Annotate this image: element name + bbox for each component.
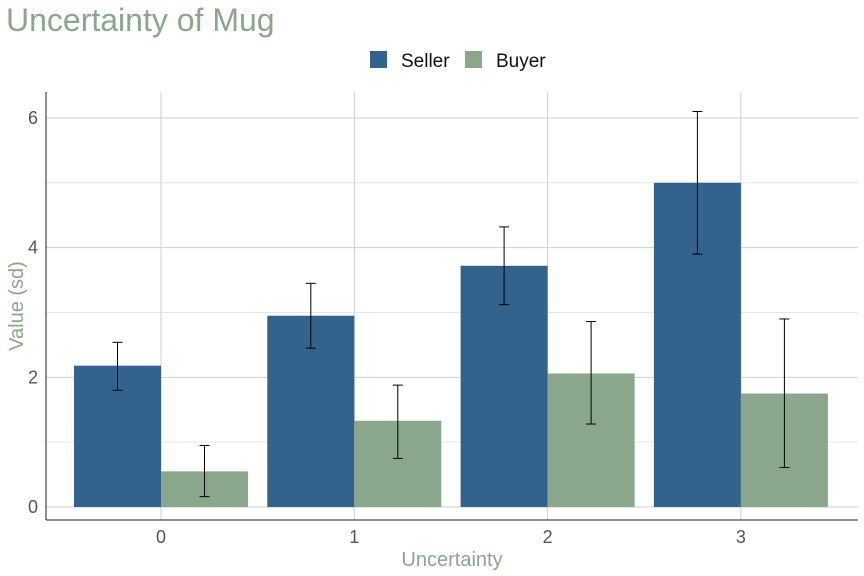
legend: Seller Buyer: [370, 51, 546, 72]
x-tick-label: 1: [349, 527, 359, 547]
error-bar-buyer-2: [586, 321, 597, 425]
x-axis-title: Uncertainty: [401, 549, 502, 571]
y-tick-label: 0: [28, 497, 38, 517]
x-tick-label: 2: [543, 527, 553, 547]
error-bar-seller-2: [499, 226, 510, 306]
y-tick-label: 2: [28, 367, 38, 387]
error-bar-seller-1: [305, 282, 316, 349]
y-axis-title: Value (sd): [6, 261, 28, 351]
legend-swatch-buyer: [465, 51, 482, 68]
bars: [74, 182, 828, 508]
error-bars: [112, 110, 790, 498]
error-bar-buyer-1: [392, 384, 403, 459]
chart-title: Uncertainty of Mug: [6, 2, 275, 38]
error-bar-seller-3: [692, 110, 703, 255]
error-bar-seller-0: [112, 341, 123, 391]
bar-seller-2: [460, 265, 548, 508]
legend-label-buyer: Buyer: [496, 51, 546, 72]
legend-swatch-seller: [370, 51, 387, 68]
axes: [45, 92, 858, 521]
x-tick-label: 0: [156, 527, 166, 547]
error-bar-buyer-0: [199, 444, 210, 498]
y-tick-label: 4: [28, 238, 38, 258]
x-tick-label: 3: [736, 527, 746, 547]
tick-labels: 0 2 4 6 0 1 2 3: [28, 108, 746, 547]
legend-label-seller: Seller: [401, 51, 450, 72]
error-bar-buyer-3: [779, 318, 790, 468]
y-tick-label: 6: [28, 108, 38, 128]
